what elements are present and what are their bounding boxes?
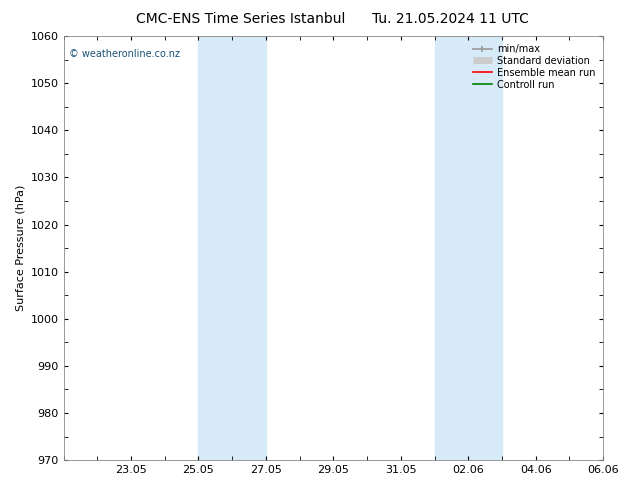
Text: © weatheronline.co.nz: © weatheronline.co.nz — [69, 49, 180, 59]
Text: CMC-ENS Time Series Istanbul: CMC-ENS Time Series Istanbul — [136, 12, 346, 26]
Y-axis label: Surface Pressure (hPa): Surface Pressure (hPa) — [15, 185, 25, 311]
Bar — [434, 36, 502, 460]
Bar — [198, 36, 266, 460]
Text: Tu. 21.05.2024 11 UTC: Tu. 21.05.2024 11 UTC — [372, 12, 529, 26]
Legend: min/max, Standard deviation, Ensemble mean run, Controll run: min/max, Standard deviation, Ensemble me… — [470, 41, 598, 93]
